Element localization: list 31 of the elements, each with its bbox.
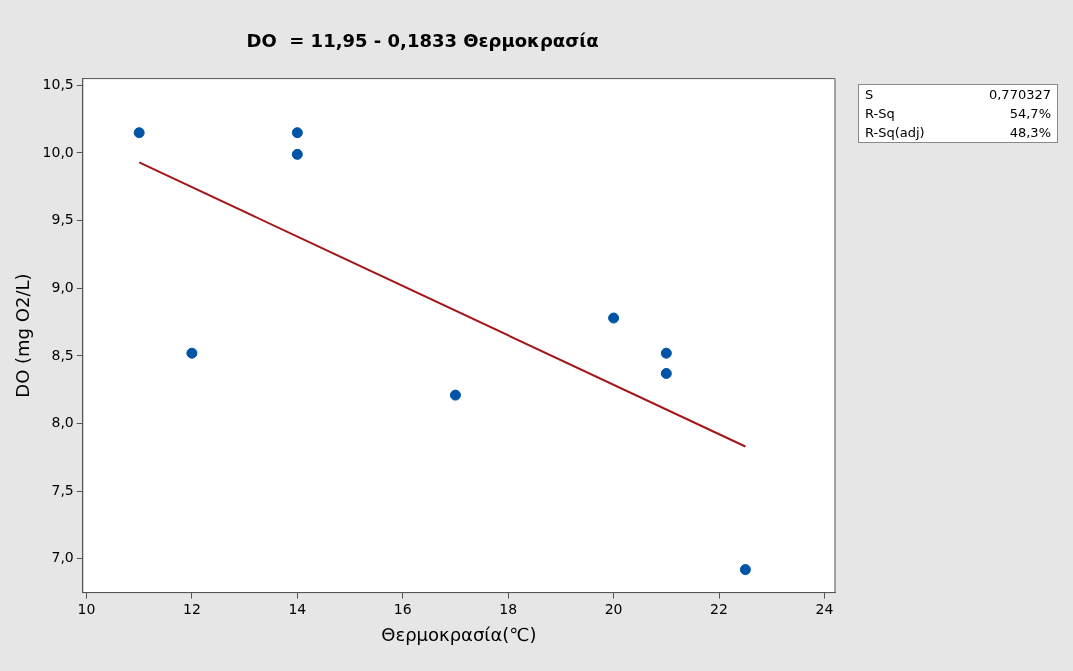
text: R-Sq(adj) 48,3%: [865, 125, 1051, 140]
x-tick-label: 20: [604, 600, 623, 617]
x-tick-label: 14: [288, 600, 307, 617]
x-tick-label: 16: [393, 600, 412, 617]
x-axis-title: Θερμοκρασία(℃): [381, 623, 537, 645]
y-tick-label: 10,5: [42, 76, 74, 92]
text: R-Sq 54,7%: [865, 106, 1051, 121]
point: [660, 367, 672, 379]
y-tick-label: 7,0: [51, 549, 74, 566]
y-tick-label: 8,5: [51, 346, 74, 363]
text: S 0,770327: [865, 87, 1051, 102]
x-tick-label: 10: [77, 600, 96, 617]
y-tick-label: 7,5: [51, 481, 74, 498]
y-tick-label: 10,0: [42, 143, 74, 160]
y-tick-label: 9,0: [51, 278, 74, 295]
point: [186, 347, 198, 359]
x-tick-label: 22: [710, 600, 728, 617]
point: [660, 347, 672, 359]
point: [291, 148, 303, 160]
point: [608, 312, 620, 324]
x-tick-label: 18: [499, 600, 518, 617]
y-tick-label: 9,5: [51, 211, 74, 228]
chart-title: DO = 11,95 - 0,1833 Θερμοκρασία: [246, 30, 599, 52]
point: [133, 127, 145, 139]
y-axis-title: DO (mg O2/L): [12, 273, 34, 398]
x-tick-label: 24: [815, 600, 834, 617]
point: [449, 389, 461, 401]
x-tick-label: 12: [182, 600, 201, 617]
point: [291, 127, 303, 139]
y-tick-label: 8,0: [51, 414, 74, 431]
point: [739, 564, 751, 576]
